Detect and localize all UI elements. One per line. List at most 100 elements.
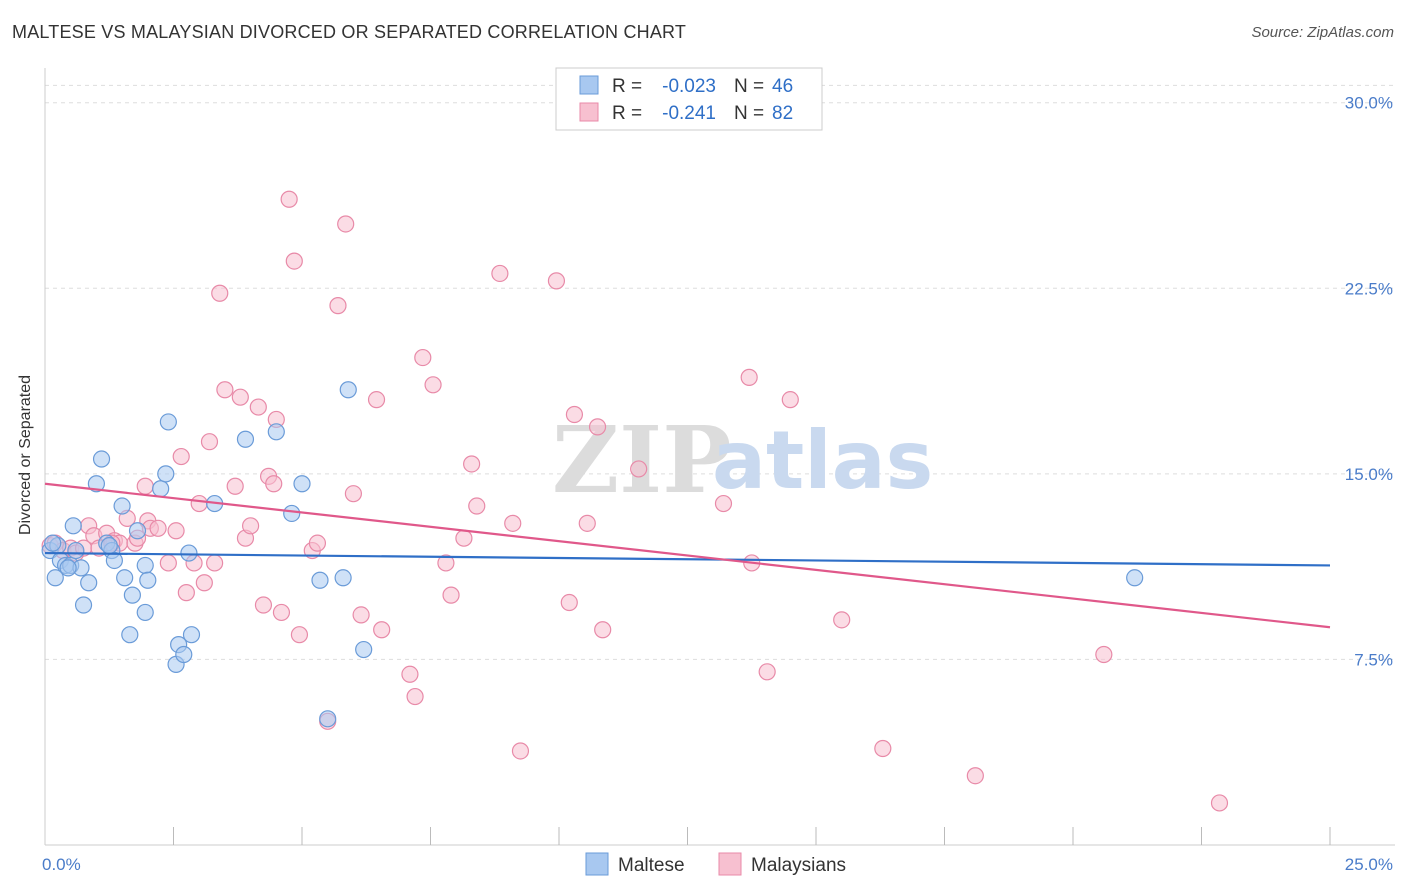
malaysians-point-55 [424,376,442,394]
malaysians-point-26 [200,433,219,451]
legend-r-label-1: R = [612,103,642,124]
malaysians-point-69 [594,621,612,639]
malaysians-point-29 [216,381,234,399]
malaysians-point-28 [211,284,229,302]
legend-r-value-1: -0.241 [662,103,716,124]
legend-swatch-0 [579,75,599,95]
malaysians-point-50 [367,391,386,409]
maltese-point-31 [182,626,201,644]
bottom-legend-swatch-0 [585,852,609,876]
maltese-point-29 [175,645,193,664]
maltese-point-12 [92,450,111,468]
maltese-point-24 [152,480,170,498]
malaysians-point-34 [249,398,267,416]
legend-n-value-1: 82 [772,103,793,124]
malaysians-point-41 [285,252,303,270]
bottom-legend-swatch-1 [718,852,742,876]
maltese-point-21 [136,603,154,622]
malaysians-point-56 [437,554,455,572]
legend-r-label-0: R = [612,76,642,97]
maltese-point-7 [67,541,85,560]
malaysians-point-35 [254,596,273,614]
series-maltese [41,381,1144,728]
maltese-point-40 [339,381,357,399]
legend-n-label-0: N = [734,76,764,97]
y-tick-label-3: 30.0% [1345,94,1393,113]
malaysians-point-71 [714,494,733,513]
malaysians-point-37 [265,475,283,493]
malaysians-point-77 [874,739,892,758]
malaysians-point-66 [565,405,584,424]
maltese-point-33 [236,430,255,448]
maltese-point-17 [116,569,134,587]
malaysians-point-42 [290,626,309,644]
malaysians-point-44 [308,534,327,552]
malaysians-point-46 [329,297,347,315]
malaysians-point-74 [758,663,776,681]
malaysians-point-52 [401,665,419,683]
maltese-point-39 [334,569,352,587]
malaysians-point-60 [468,497,486,515]
malaysians-point-64 [547,272,566,290]
watermark: ZIP atlas [552,406,933,514]
malaysians-point-53 [406,687,424,706]
tick-labels: 7.5% 15.0% 22.5% 30.0% 0.0% 25.0% [42,94,1393,874]
y-tick-label-1: 15.0% [1345,465,1393,484]
malaysians-point-18 [149,519,167,537]
malaysians-point-68 [588,418,607,436]
legend-box: R = -0.023 N = 46 R = -0.241 N = 82 [555,67,823,131]
malaysians-point-31 [231,388,249,406]
maltese-point-11 [87,475,106,493]
malaysians-point-58 [455,529,473,547]
malaysians-point-15 [136,477,154,495]
legend-n-value-0: 46 [772,76,793,97]
malaysians-point-19 [159,554,177,572]
maltese-point-42 [1126,569,1144,587]
legend-n-label-1: N = [734,103,764,124]
malaysians-point-62 [504,514,522,532]
malaysians-point-48 [344,485,362,503]
malaysians-point-80 [1210,794,1229,812]
maltese-point-34 [267,423,285,441]
maltese-point-22 [136,556,154,575]
trend-line-maltese [44,551,1331,567]
malaysians-point-76 [833,611,851,629]
malaysians-point-20 [167,522,185,540]
legend-swatch-1 [579,102,599,122]
malaysians-point-25 [195,574,213,592]
malaysians-point-47 [337,215,355,233]
malaysians-point-27 [206,554,224,572]
maltese-point-37 [311,571,329,589]
maltese-point-18 [121,626,139,644]
malaysians-point-39 [272,603,291,622]
maltese-point-26 [159,413,177,431]
malaysians-point-67 [578,514,596,532]
malaysians-point-57 [442,586,460,604]
trend-line-malaysians [44,482,1331,629]
maltese-point-25 [157,465,175,483]
bottom-legend-label-0: Maltese [618,855,685,876]
trend-lines [44,482,1331,629]
maltese-point-16 [113,497,131,515]
maltese-point-43 [44,534,62,552]
y-tick-label-2: 22.5% [1345,279,1393,298]
watermark-zip: ZIP [552,406,731,514]
malaysians-point-72 [740,368,758,386]
legend-frame [555,67,823,131]
maltese-point-36 [293,475,311,493]
malaysians-point-49 [352,606,370,624]
legend-r-value-0: -0.023 [662,76,716,97]
maltese-point-1 [46,569,64,587]
maltese-point-30 [180,544,198,562]
axes [44,68,1395,846]
malaysians-point-79 [1095,645,1113,664]
maltese-point-35 [283,504,301,523]
maltese-point-45 [100,537,118,555]
malaysians-point-54 [414,348,432,367]
malaysians-point-33 [242,517,260,535]
bottom-legend-label-1: Malaysians [751,855,846,876]
malaysians-point-51 [373,621,391,639]
malaysians-point-70 [630,460,648,478]
maltese-point-44 [59,559,77,577]
